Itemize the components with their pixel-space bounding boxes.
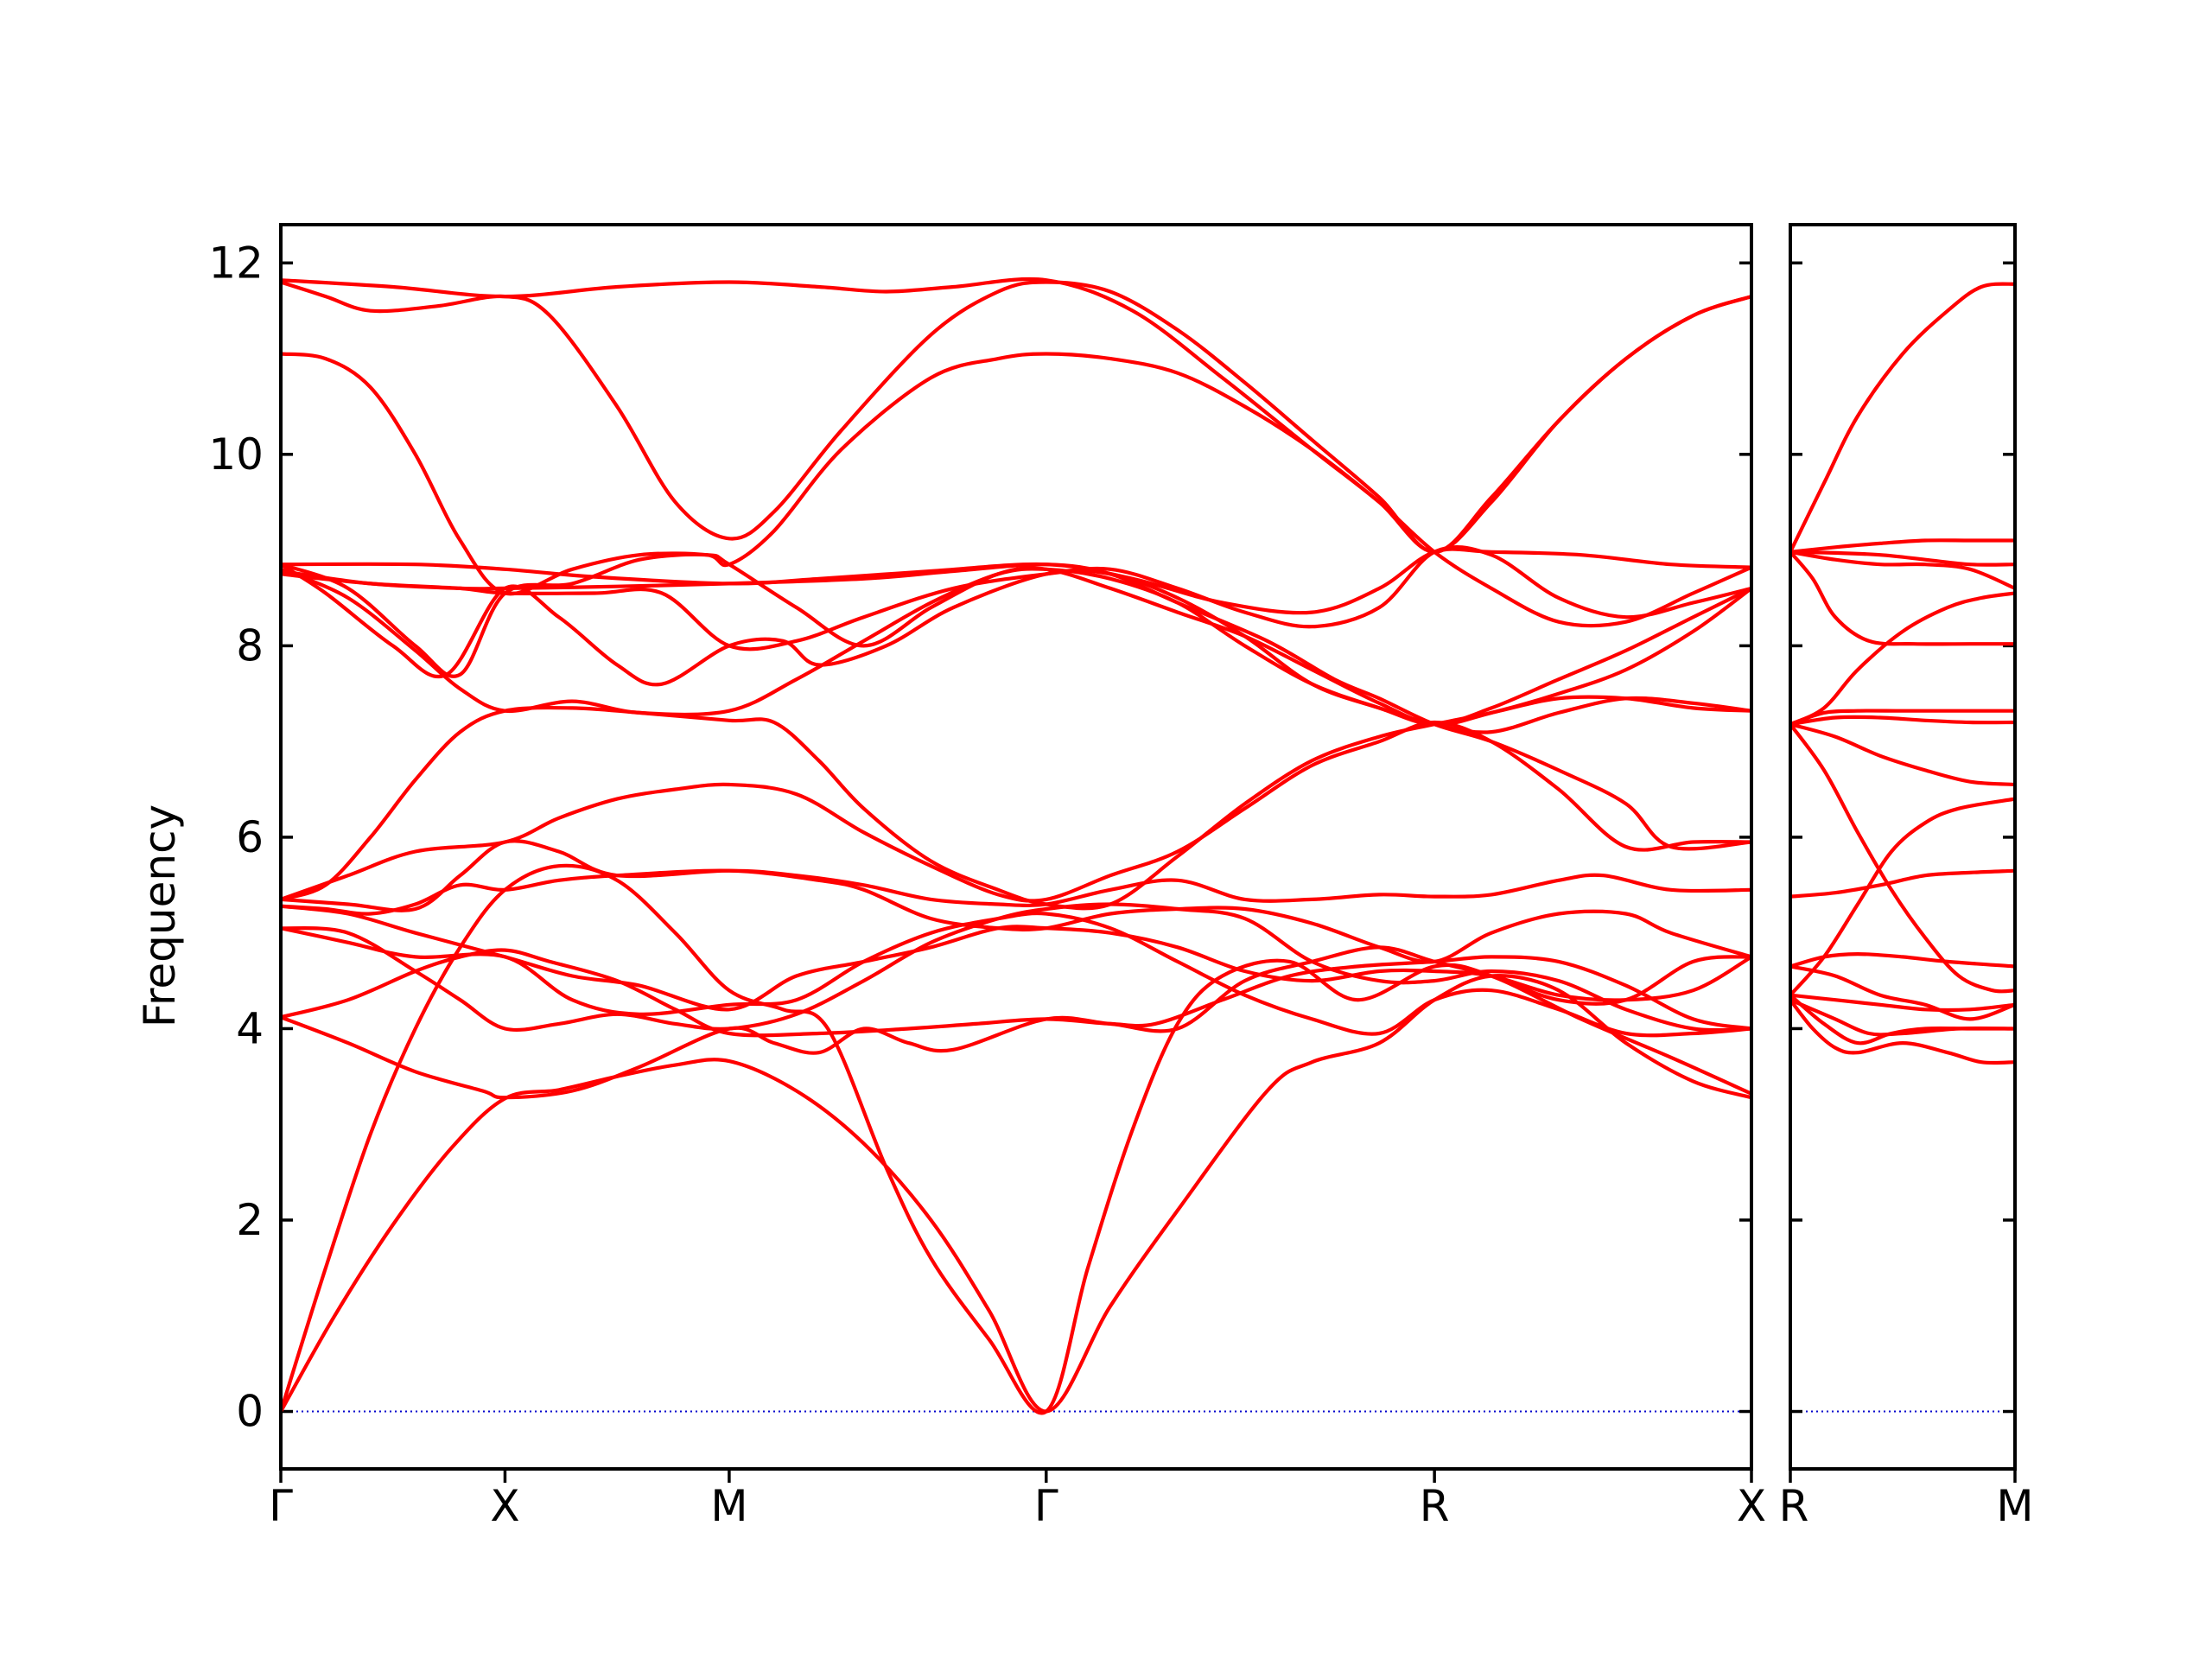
x-tick-label-X: X xyxy=(1737,1481,1766,1531)
plot-frame xyxy=(1789,223,2017,1471)
y-tick-label: 12 xyxy=(208,238,264,288)
band-line-12 xyxy=(1790,709,2015,727)
band-line-1 xyxy=(281,974,1751,1414)
band-line-18 xyxy=(1790,282,2015,554)
x-tick-label-R: R xyxy=(1779,1481,1809,1531)
x-tick-label-M: M xyxy=(710,1481,747,1531)
band-line-4 xyxy=(281,948,1751,1038)
x-tick-label-Γ: Γ xyxy=(269,1481,293,1531)
y-tick-label: 0 xyxy=(236,1387,264,1437)
band-line-9 xyxy=(1790,722,2015,994)
band-line-18 xyxy=(281,352,1751,628)
band-line-8 xyxy=(1790,868,2015,899)
band-line-14 xyxy=(281,552,1751,727)
band-line-19 xyxy=(281,280,1751,554)
band-line-20 xyxy=(281,276,1751,554)
x-tick-label-X: X xyxy=(490,1481,519,1531)
band-line-7 xyxy=(281,904,1751,1012)
x-tick-label-Γ: Γ xyxy=(1034,1481,1058,1531)
band-line-11 xyxy=(1790,715,2015,727)
band-line-13 xyxy=(1790,591,2015,727)
y-tick-label: 6 xyxy=(236,812,264,862)
band-line-5 xyxy=(1790,964,2015,1021)
band-line-3 xyxy=(1790,993,2015,1046)
band-line-15 xyxy=(281,545,1751,652)
y-tick-label: 2 xyxy=(236,1195,264,1245)
phonon-bands xyxy=(1790,282,2015,1065)
band-line-14 xyxy=(1790,550,2015,646)
band-line-10 xyxy=(1790,722,2015,787)
phonon-bands xyxy=(281,276,1751,1415)
band-line-17 xyxy=(1790,538,2015,554)
band-line-1 xyxy=(1790,998,2015,1065)
band-line-17 xyxy=(281,563,1751,851)
main-path-panel: 0 2 4 6 8 10 12 Γ X M Γ R X xyxy=(208,223,1766,1531)
band-line-15 xyxy=(1790,550,2015,590)
band-line-6 xyxy=(281,911,1751,1038)
band-line-4 xyxy=(1790,993,2015,1013)
band-line-16 xyxy=(1790,550,2015,567)
y-tick-label: 10 xyxy=(208,429,264,480)
y-tick-label: 8 xyxy=(236,620,264,671)
band-line-8 xyxy=(281,868,1751,964)
x-tick-label-R: R xyxy=(1420,1481,1450,1531)
y-axis-label: Frequency xyxy=(135,804,185,1027)
plot-frame xyxy=(279,223,1753,1471)
band-line-7 xyxy=(1790,797,2015,997)
x-tick-label-M: M xyxy=(1996,1481,2033,1531)
y-tick-label: 4 xyxy=(236,1003,264,1053)
